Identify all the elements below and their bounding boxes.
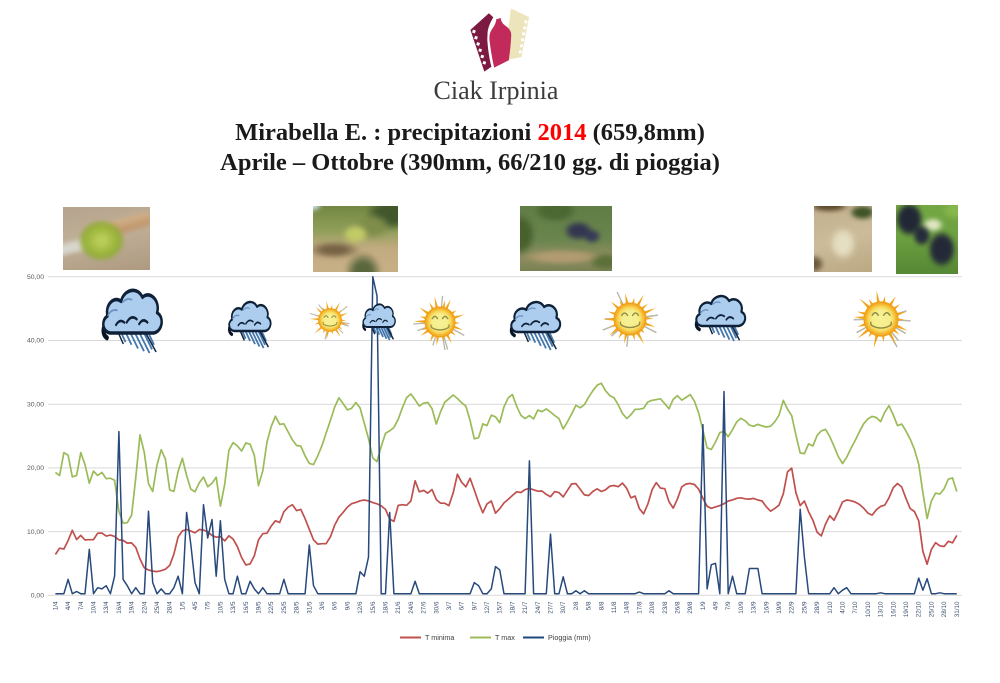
svg-text:18/7: 18/7 (509, 601, 516, 614)
svg-text:20/8: 20/8 (649, 601, 656, 614)
svg-text:28/4: 28/4 (167, 601, 174, 614)
svg-text:7/4: 7/4 (78, 601, 85, 610)
svg-text:4/4: 4/4 (65, 601, 72, 610)
svg-text:29/8: 29/8 (687, 601, 694, 614)
svg-text:12/6: 12/6 (357, 601, 364, 614)
svg-text:9/7: 9/7 (471, 601, 478, 610)
svg-text:25/4: 25/4 (154, 601, 161, 614)
svg-text:T minima: T minima (425, 633, 454, 642)
svg-text:1/5: 1/5 (179, 601, 186, 610)
svg-text:0,00: 0,00 (31, 593, 44, 600)
svg-text:31/5: 31/5 (306, 601, 313, 614)
svg-text:24/7: 24/7 (535, 601, 542, 614)
svg-text:19/9: 19/9 (776, 601, 783, 614)
svg-text:27/6: 27/6 (421, 601, 428, 614)
svg-text:7/10: 7/10 (852, 601, 859, 614)
svg-text:4/10: 4/10 (840, 601, 847, 614)
svg-text:21/7: 21/7 (522, 601, 529, 614)
svg-text:50,00: 50,00 (27, 274, 44, 281)
svg-text:25/5: 25/5 (281, 601, 288, 614)
svg-text:13/4: 13/4 (103, 601, 110, 614)
svg-text:25/9: 25/9 (801, 601, 808, 614)
svg-text:1/9: 1/9 (700, 601, 707, 610)
svg-text:19/10: 19/10 (903, 601, 910, 617)
svg-text:27/7: 27/7 (548, 601, 555, 614)
svg-text:17/8: 17/8 (636, 601, 643, 614)
svg-text:24/6: 24/6 (408, 601, 415, 614)
svg-text:23/8: 23/8 (662, 601, 669, 614)
svg-text:19/4: 19/4 (129, 601, 136, 614)
svg-text:40,00: 40,00 (27, 338, 44, 345)
svg-text:22/4: 22/4 (141, 601, 148, 614)
svg-text:13/9: 13/9 (751, 601, 758, 614)
svg-text:18/6: 18/6 (383, 601, 390, 614)
svg-text:10/4: 10/4 (91, 601, 98, 614)
svg-text:1/10: 1/10 (827, 601, 834, 614)
svg-text:7/9: 7/9 (725, 601, 732, 610)
svg-text:Pioggia (mm): Pioggia (mm) (548, 633, 591, 642)
svg-text:4/5: 4/5 (192, 601, 199, 610)
svg-text:3/7: 3/7 (446, 601, 453, 610)
svg-text:7/5: 7/5 (205, 601, 212, 610)
svg-text:16/4: 16/4 (116, 601, 123, 614)
svg-text:22/5: 22/5 (268, 601, 275, 614)
svg-text:28/10: 28/10 (941, 601, 948, 617)
svg-text:11/8: 11/8 (611, 601, 618, 613)
svg-text:25/10: 25/10 (928, 601, 935, 617)
svg-text:30/7: 30/7 (560, 601, 567, 614)
svg-text:22/9: 22/9 (789, 601, 796, 614)
svg-text:9/6: 9/6 (344, 601, 351, 610)
svg-text:28/9: 28/9 (814, 601, 821, 614)
svg-text:4/9: 4/9 (713, 601, 720, 610)
svg-text:15/6: 15/6 (370, 601, 377, 614)
svg-text:28/5: 28/5 (294, 601, 301, 614)
svg-text:30/6: 30/6 (433, 601, 440, 614)
svg-text:12/7: 12/7 (484, 601, 491, 614)
svg-text:14/8: 14/8 (624, 601, 631, 614)
svg-text:20,00: 20,00 (27, 465, 44, 472)
svg-text:16/9: 16/9 (763, 601, 770, 614)
svg-text:10/9: 10/9 (738, 601, 745, 614)
svg-text:30,00: 30,00 (27, 401, 44, 408)
svg-text:13/10: 13/10 (878, 601, 885, 617)
svg-text:T max: T max (495, 633, 515, 642)
svg-text:3/6: 3/6 (319, 601, 326, 610)
svg-text:10,00: 10,00 (27, 529, 44, 536)
svg-text:16/5: 16/5 (243, 601, 250, 614)
svg-text:26/8: 26/8 (675, 601, 682, 614)
svg-text:5/8: 5/8 (586, 601, 593, 610)
svg-text:19/5: 19/5 (256, 601, 263, 614)
svg-text:10/10: 10/10 (865, 601, 872, 617)
svg-text:21/6: 21/6 (395, 601, 402, 614)
svg-text:16/10: 16/10 (890, 601, 897, 617)
svg-text:22/10: 22/10 (916, 601, 923, 617)
svg-text:1/4: 1/4 (52, 601, 59, 610)
svg-text:31/10: 31/10 (954, 601, 961, 617)
svg-text:15/7: 15/7 (497, 601, 504, 614)
svg-text:10/5: 10/5 (217, 601, 224, 614)
svg-text:13/5: 13/5 (230, 601, 237, 614)
svg-text:8/8: 8/8 (598, 601, 605, 610)
svg-text:6/6: 6/6 (332, 601, 339, 610)
svg-text:2/8: 2/8 (573, 601, 580, 610)
svg-text:6/7: 6/7 (459, 601, 466, 610)
